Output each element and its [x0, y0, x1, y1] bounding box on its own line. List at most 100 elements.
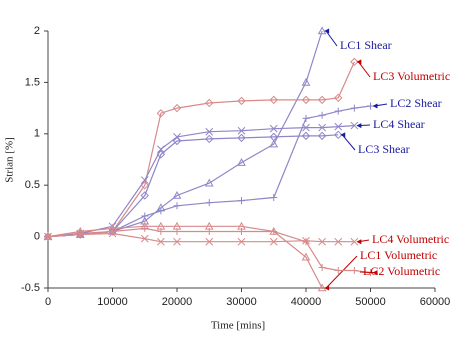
- marker: [205, 199, 213, 207]
- marker: [140, 176, 149, 184]
- marker: [76, 231, 84, 239]
- marker: [350, 104, 358, 112]
- marker: [238, 227, 245, 235]
- y-tick-label: 1.5: [25, 76, 40, 88]
- annotation-arrow: [325, 30, 338, 47]
- marker: [156, 109, 166, 118]
- marker: [109, 227, 116, 235]
- marker: [205, 98, 214, 108]
- marker: [205, 134, 214, 144]
- marker: [156, 150, 166, 159]
- series-line: [47, 30, 323, 238]
- arrow-head: [356, 59, 362, 65]
- arrow-head: [372, 270, 378, 276]
- marker: [334, 107, 342, 115]
- marker: [140, 216, 150, 225]
- marker: [269, 237, 278, 246]
- marker: [302, 114, 310, 122]
- marker: [318, 237, 326, 246]
- series-label: LC3 Volumetric: [373, 69, 450, 83]
- marker: [237, 237, 246, 246]
- marker: [172, 103, 182, 113]
- marker: [301, 252, 311, 261]
- series-line: [47, 227, 371, 274]
- marker: [317, 26, 327, 35]
- marker: [44, 233, 52, 241]
- series-label: LC1 Volumetric: [360, 248, 437, 262]
- y-tick-label: 0: [34, 231, 40, 243]
- marker: [237, 133, 246, 143]
- marker: [317, 131, 327, 141]
- marker: [205, 237, 214, 246]
- annotation-arrow: [357, 61, 371, 78]
- marker: [140, 234, 149, 243]
- arrow-head: [324, 285, 330, 291]
- annotation-arrow: [341, 134, 356, 151]
- marker: [334, 93, 343, 103]
- marker: [270, 227, 278, 235]
- marker: [269, 139, 279, 148]
- y-tick-label: 1: [34, 128, 40, 140]
- marker: [302, 123, 310, 132]
- marker: [157, 227, 165, 235]
- marker: [269, 132, 278, 142]
- marker: [301, 95, 311, 105]
- x-tick-label: 0: [45, 296, 51, 308]
- marker: [173, 202, 181, 210]
- x-tick-label: 20000: [162, 296, 193, 308]
- marker: [157, 145, 165, 154]
- marker: [157, 207, 165, 215]
- marker: [334, 237, 343, 246]
- marker: [318, 263, 326, 271]
- marker: [172, 136, 182, 146]
- marker: [302, 238, 310, 246]
- marker: [334, 122, 343, 131]
- x-tick-label: 30000: [226, 296, 257, 308]
- series-label: LC1 Shear: [340, 38, 392, 52]
- marker: [238, 197, 245, 205]
- annotation-arrow: [359, 271, 375, 274]
- marker: [334, 267, 342, 275]
- marker: [205, 227, 213, 235]
- x-tick-label: 10000: [97, 296, 128, 308]
- arrow-head: [356, 123, 362, 129]
- marker: [350, 57, 359, 67]
- marker: [350, 267, 358, 275]
- marker: [237, 158, 246, 166]
- marker: [157, 237, 165, 246]
- marker: [141, 224, 149, 232]
- marker: [172, 190, 182, 199]
- series-label: LC2 Volumetric: [363, 264, 440, 278]
- marker: [205, 127, 214, 136]
- x-tick-label: 40000: [291, 296, 322, 308]
- marker: [301, 77, 311, 86]
- marker: [334, 130, 343, 140]
- marker: [350, 237, 359, 246]
- arrow-head: [372, 103, 378, 109]
- annotation-arrow: [325, 255, 358, 289]
- marker: [317, 95, 327, 105]
- series-line: [47, 225, 323, 289]
- marker: [270, 194, 278, 202]
- series-line: [47, 105, 371, 238]
- marker: [317, 283, 327, 292]
- y-axis-title: Strian [%]: [4, 137, 16, 183]
- marker: [141, 212, 149, 220]
- marker: [301, 131, 311, 141]
- series-label: LC2 Shear: [390, 96, 442, 110]
- marker: [269, 95, 278, 105]
- marker: [318, 111, 326, 119]
- marker: [204, 178, 214, 187]
- arrow-head: [356, 239, 362, 245]
- marker: [237, 126, 246, 135]
- arrow-head: [340, 132, 346, 138]
- series-label: LC4 Volumetric: [372, 232, 449, 246]
- marker: [237, 96, 246, 106]
- marker: [269, 124, 278, 133]
- y-tick-label: 2: [34, 25, 40, 37]
- series-line: [47, 61, 355, 238]
- marker: [318, 123, 326, 132]
- x-tick-label: 50000: [355, 296, 386, 308]
- y-tick-label: -0.5: [21, 282, 40, 294]
